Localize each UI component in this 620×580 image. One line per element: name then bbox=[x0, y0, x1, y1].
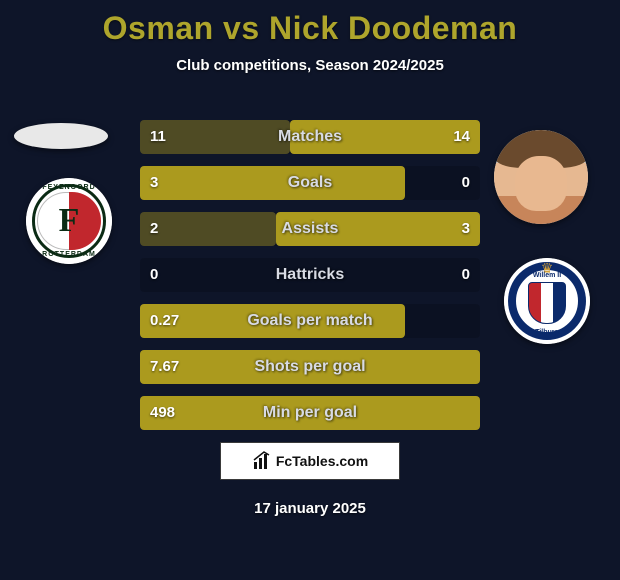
player-right-photo bbox=[494, 130, 588, 224]
stat-label: Matches bbox=[140, 120, 480, 154]
stat-label: Shots per goal bbox=[140, 350, 480, 384]
brand-text: FcTables.com bbox=[276, 453, 368, 469]
stat-row: Goals per match0.27 bbox=[140, 304, 480, 338]
stat-value-right: 3 bbox=[462, 212, 470, 246]
club-right-logo: ♛ Willem II Tilburg bbox=[504, 258, 590, 344]
stat-row: Matches11 14 bbox=[140, 120, 480, 154]
stats-container: Matches1114Goals30Assists23Hattricks00Go… bbox=[140, 120, 480, 442]
date-text: 17 january 2025 bbox=[0, 500, 620, 517]
stat-value-left: 498 bbox=[150, 396, 175, 430]
club-left-logo: FEYENOORD F ROTTERDAM bbox=[26, 178, 112, 264]
stat-value-left: 0 bbox=[150, 258, 158, 292]
stat-value-right: 14 bbox=[453, 120, 470, 154]
stat-value-left: 11 bbox=[150, 120, 166, 154]
brand-box[interactable]: FcTables.com bbox=[220, 442, 400, 480]
stat-label: Assists bbox=[140, 212, 480, 246]
stat-label: Min per goal bbox=[140, 396, 480, 430]
stat-value-left: 7.67 bbox=[150, 350, 179, 384]
player-left-photo bbox=[14, 123, 108, 149]
stat-value-right: 0 bbox=[462, 166, 470, 200]
stat-value-left: 3 bbox=[150, 166, 158, 200]
page-title: Osman vs Nick Doodeman bbox=[0, 0, 620, 47]
stat-value-left: 2 bbox=[150, 212, 158, 246]
stat-row: Shots per goal7.67 bbox=[140, 350, 480, 384]
stat-row: Min per goal498 bbox=[140, 396, 480, 430]
stat-value-left: 0.27 bbox=[150, 304, 179, 338]
stat-label: Goals bbox=[140, 166, 480, 200]
stat-row: Assists2 3 bbox=[140, 212, 480, 246]
stat-value-right: 0 bbox=[462, 258, 470, 292]
brand-chart-icon bbox=[252, 451, 272, 471]
stat-row: Hattricks0 0 bbox=[140, 258, 480, 292]
stat-label: Hattricks bbox=[140, 258, 480, 292]
stat-row: Goals3 0 bbox=[140, 166, 480, 200]
club-left-text-bottom: ROTTERDAM bbox=[26, 251, 112, 258]
page-subtitle: Club competitions, Season 2024/2025 bbox=[0, 57, 620, 74]
stat-label: Goals per match bbox=[140, 304, 480, 338]
